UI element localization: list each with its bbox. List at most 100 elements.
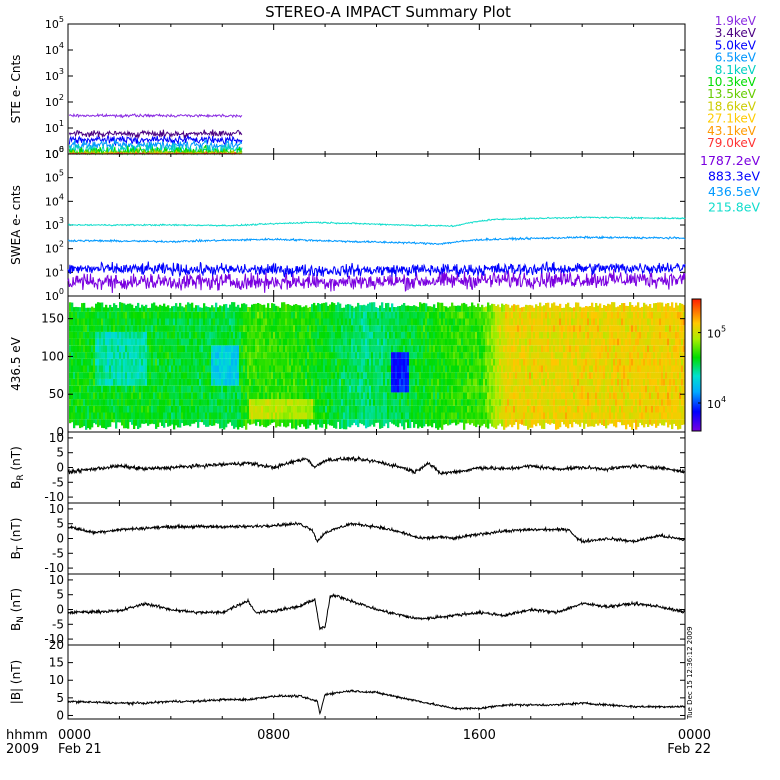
pad-cell bbox=[157, 365, 160, 373]
pad-cell bbox=[283, 385, 286, 393]
pad-cell bbox=[581, 419, 584, 423]
pad-cell bbox=[195, 385, 198, 393]
pad-cell bbox=[463, 385, 466, 393]
pad-cell bbox=[379, 358, 382, 366]
pad-cell bbox=[407, 352, 410, 359]
pad-cell bbox=[403, 399, 406, 406]
pad-cell bbox=[151, 365, 154, 373]
pad-cell bbox=[481, 392, 484, 400]
pad-cell bbox=[135, 345, 138, 353]
pad-cell bbox=[387, 419, 390, 429]
pad-cell bbox=[503, 385, 506, 393]
pad-cell bbox=[71, 378, 74, 386]
pad-cell bbox=[473, 325, 476, 332]
pad-cell bbox=[401, 399, 404, 406]
pad-cell bbox=[217, 311, 220, 319]
pad-cell bbox=[319, 352, 322, 359]
pad-cell bbox=[279, 372, 282, 379]
pad-cell bbox=[141, 372, 144, 379]
pad-cell bbox=[83, 399, 86, 406]
pad-cell bbox=[359, 325, 362, 332]
pad-cell bbox=[351, 365, 354, 373]
pad-cell bbox=[363, 338, 366, 346]
pad-cell bbox=[335, 352, 338, 359]
pad-cell bbox=[361, 399, 364, 406]
pad-cell bbox=[193, 325, 196, 332]
pad-cell bbox=[181, 365, 184, 373]
pad-cell bbox=[357, 372, 360, 379]
pad-cell bbox=[375, 385, 378, 393]
pad-cell bbox=[427, 345, 430, 353]
pad-cell bbox=[605, 311, 608, 319]
pad-cell bbox=[253, 325, 256, 332]
pad-cell bbox=[343, 338, 346, 346]
pad-cell bbox=[501, 325, 504, 332]
pad-cell bbox=[165, 358, 168, 366]
pad-cell bbox=[239, 405, 242, 413]
pad-cell bbox=[359, 405, 362, 413]
pad-cell bbox=[417, 378, 420, 386]
pad-cell bbox=[451, 405, 454, 413]
pad-cell bbox=[379, 318, 382, 326]
pad-cell bbox=[483, 412, 486, 420]
pad-cell bbox=[103, 325, 106, 332]
pad-cell bbox=[467, 352, 470, 359]
pad-cell bbox=[567, 338, 570, 346]
pad-cell bbox=[583, 419, 586, 429]
pad-cell bbox=[89, 405, 92, 413]
pad-cell bbox=[537, 399, 540, 406]
pad-cell bbox=[391, 358, 394, 366]
pad-cell bbox=[605, 318, 608, 326]
pad-cell bbox=[287, 331, 290, 339]
pad-cell bbox=[553, 378, 556, 386]
pad-cell bbox=[455, 318, 458, 326]
pad-cell bbox=[377, 331, 380, 339]
pad-cell bbox=[99, 358, 102, 366]
pad-cell bbox=[239, 372, 242, 379]
pad-cell bbox=[111, 352, 114, 359]
pad-cell bbox=[595, 338, 598, 346]
pad-cell bbox=[423, 405, 426, 413]
pad-cell bbox=[207, 358, 210, 366]
pad-cell bbox=[569, 419, 572, 425]
pad-cell bbox=[299, 372, 302, 379]
pad-cell bbox=[329, 412, 332, 420]
pad-cell bbox=[601, 331, 604, 339]
pad-cell bbox=[541, 405, 544, 413]
pad-cell bbox=[149, 325, 152, 332]
pad-cell bbox=[343, 412, 346, 420]
pad-cell bbox=[477, 318, 480, 326]
pad-cell bbox=[295, 345, 298, 353]
pad-cell bbox=[391, 338, 394, 346]
pad-cell bbox=[545, 419, 548, 423]
pad-cell bbox=[121, 352, 124, 359]
pad-cell bbox=[183, 338, 186, 346]
pad-cell bbox=[77, 307, 80, 312]
pad-cell bbox=[359, 352, 362, 359]
pad-cell bbox=[421, 419, 424, 428]
pad-cell bbox=[91, 385, 94, 393]
pad-cell bbox=[481, 378, 484, 386]
pad-cell bbox=[509, 331, 512, 339]
pad-cell bbox=[289, 325, 292, 332]
pad-cell bbox=[133, 412, 136, 420]
pad-cell bbox=[131, 304, 134, 312]
pad-cell bbox=[213, 338, 216, 346]
pad-cell bbox=[185, 325, 188, 332]
pad-cell bbox=[403, 345, 406, 353]
pad-cell bbox=[113, 331, 116, 339]
pad-cell bbox=[263, 365, 266, 373]
pad-cell bbox=[375, 378, 378, 386]
pad-cell bbox=[581, 412, 584, 420]
pad-cell bbox=[323, 412, 326, 420]
pad-cell bbox=[175, 345, 178, 353]
pad-cell bbox=[535, 338, 538, 346]
pad-cell bbox=[395, 412, 398, 420]
pad-cell bbox=[495, 345, 498, 353]
pad-cell bbox=[327, 311, 330, 319]
pad-cell bbox=[337, 372, 340, 379]
pad-cell bbox=[471, 331, 474, 339]
pad-cell bbox=[471, 318, 474, 326]
pad-cell bbox=[163, 338, 166, 346]
pad-cell bbox=[111, 399, 114, 406]
